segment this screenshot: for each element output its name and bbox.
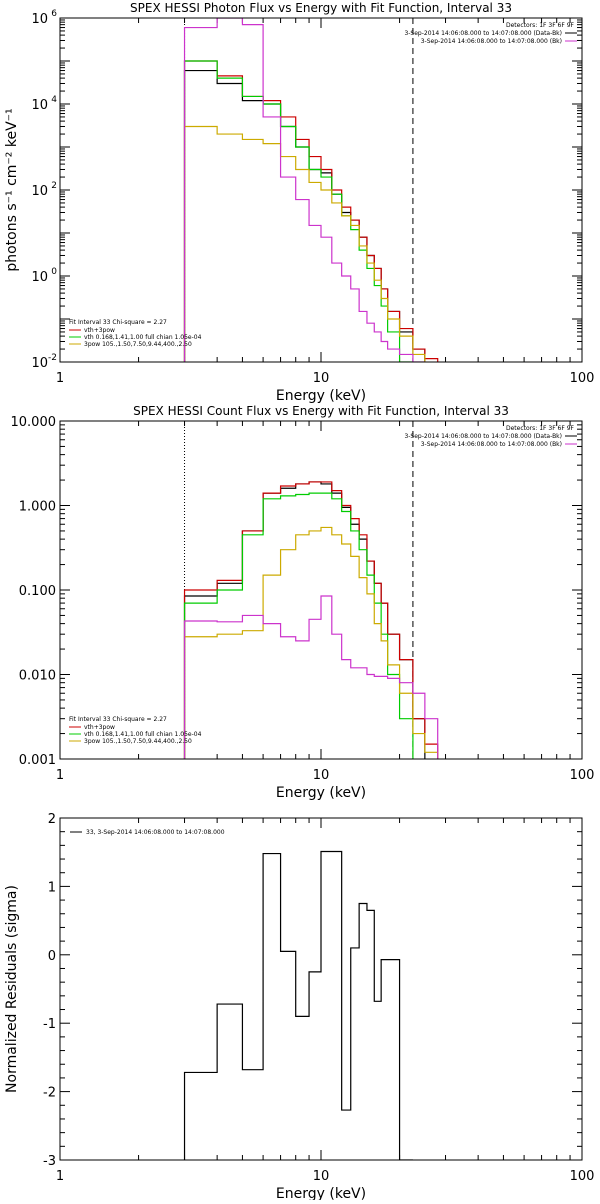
chart-panel-1: SPEX HESSI Photon Flux vs Energy with Fi…: [4, 1, 595, 404]
y-tick-label: -2: [43, 1086, 56, 1101]
x-tick-label: 10: [313, 371, 330, 386]
x-tick-label: 100: [570, 371, 595, 386]
legend-entry: 3-Sep-2014 14:06:08.000 to 14:07:08.000 …: [421, 38, 562, 45]
x-tick-label: 1: [56, 371, 64, 386]
fit-label: Fit Interval 33 Chi-square = 2.27: [69, 716, 167, 723]
legend-entry: 3-Sep-2014 14:06:08.000 to 14:07:08.000 …: [404, 433, 562, 440]
y-tick-label: 10: [31, 270, 48, 285]
fit-label: Fit Interval 33 Chi-square = 2.27: [69, 319, 167, 326]
x-tick-label: 1: [56, 1169, 64, 1184]
y-tick-exponent: 2: [51, 181, 57, 191]
x-axis-label: Energy (keV): [276, 388, 366, 404]
fit-legend-entry: vth+3pow: [84, 327, 115, 334]
y-tick-label: -1: [43, 1017, 56, 1032]
y-tick-label: 2: [48, 812, 56, 827]
x-tick-label: 1: [56, 768, 64, 783]
y-tick-label: 10.000: [11, 415, 57, 430]
y-axis-label: Normalized Residuals (sigma): [4, 885, 20, 1093]
y-tick-label: 0.001: [19, 753, 56, 768]
y-tick-label: 0.100: [19, 584, 56, 599]
chart-title: SPEX HESSI Count Flux vs Energy with Fit…: [133, 404, 509, 418]
series-group: [183, 18, 439, 362]
fit-legend-entry: 3pow 105.,1.50,7.50,9.44,400.,2.50: [84, 738, 192, 745]
y-tick-exponent: 6: [51, 9, 57, 19]
fit-legend-entry: vth 0.168,1.41,1.00 full chian 1.05e-04: [84, 731, 202, 738]
y-tick-label: -3: [43, 1154, 56, 1169]
x-tick-label: 10: [313, 768, 330, 783]
plot-frame: [59, 817, 583, 1161]
x-tick-label: 100: [570, 768, 595, 783]
legend-header: Detectors: 1F 3F 6F 9F: [506, 22, 575, 29]
series-group: [183, 850, 413, 1160]
y-tick-label: 1.000: [19, 500, 56, 515]
fit-legend-entry: 3pow 105.,1.50,7.50,9.44,400.,2.50: [84, 341, 192, 348]
y-tick-exponent: 0: [51, 267, 57, 277]
chart-title: SPEX HESSI Photon Flux vs Energy with Fi…: [130, 1, 512, 15]
fit-legend-entry: vth 0.168,1.41,1.00 full chian 1.05e-04: [84, 334, 202, 341]
series-line-bk: [183, 18, 439, 362]
series-line-vth: [183, 492, 439, 759]
plot-frame: [59, 17, 583, 363]
y-tick-label: 10: [31, 12, 48, 27]
x-axis-label: Energy (keV): [276, 1186, 366, 1200]
x-axis-label: Energy (keV): [276, 785, 366, 801]
legend-entry: 33, 3-Sep-2014 14:06:08.000 to 14:07:08.…: [86, 829, 225, 836]
plot-frame: [59, 420, 583, 760]
y-tick-label: 10: [31, 98, 48, 113]
legend-header: Detectors: 1F 3F 6F 9F: [506, 425, 575, 432]
x-tick-label: 10: [313, 1169, 330, 1184]
series-line-3pow: [183, 125, 439, 362]
y-tick-label: 10: [31, 356, 48, 371]
legend-entry: 3-Sep-2014 14:06:08.000 to 14:07:08.000 …: [421, 441, 562, 448]
y-tick-exponent: 4: [51, 95, 57, 105]
y-tick-label: 1: [48, 880, 56, 895]
series-group: [183, 481, 439, 759]
series-line-residuals: [183, 850, 413, 1160]
chart-panel-2: SPEX HESSI Count Flux vs Energy with Fit…: [11, 404, 595, 801]
y-axis-label: photons s⁻¹ cm⁻² keV⁻¹: [4, 108, 20, 271]
y-tick-label: 10: [31, 184, 48, 199]
legend-entry: 3-Sep-2014 14:06:08.000 to 14:07:08.000 …: [404, 30, 562, 37]
fit-legend-entry: vth+3pow: [84, 724, 115, 731]
y-tick-label: 0: [48, 949, 56, 964]
series-line-bk: [183, 595, 439, 759]
y-tick-label: 0.010: [19, 669, 56, 684]
x-tick-label: 100: [570, 1169, 595, 1184]
y-tick-exponent: -2: [48, 353, 57, 363]
chart-panel-3: 1 10 100 -3 -2 -1 0 1 2 Energy (keV) Normalized Re…: [4, 812, 595, 1202]
